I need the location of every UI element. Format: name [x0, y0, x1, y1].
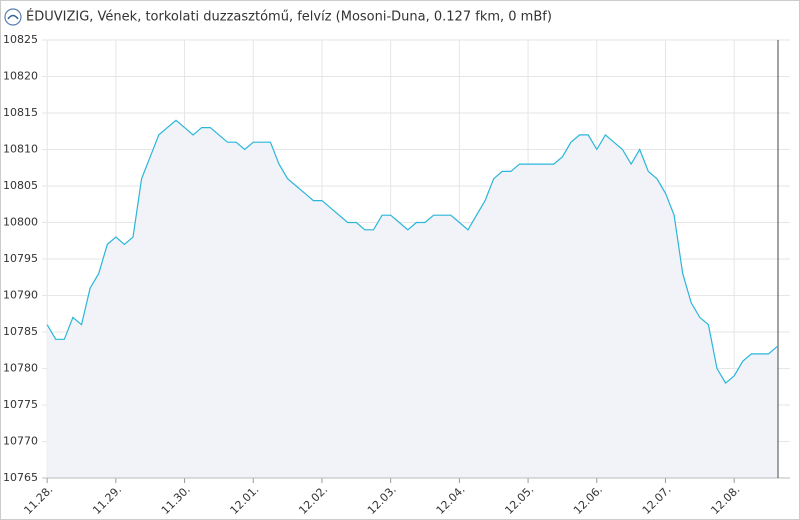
y-tick-label: 10785: [3, 325, 38, 338]
y-tick-label: 10825: [3, 33, 38, 46]
y-tick-label: 10775: [3, 398, 38, 411]
chart-title: ÉDUVIZIG, Vének, torkolati duzzasztómű, …: [26, 9, 552, 25]
y-tick-label: 10795: [3, 252, 38, 265]
line: [46, 119, 778, 385]
y-tick-label: 10800: [3, 216, 38, 229]
logo: [4, 8, 22, 26]
y-tick-label: 10790: [3, 289, 38, 302]
y-tick-label: 10770: [3, 435, 38, 448]
y-tick-label: 10780: [3, 362, 38, 375]
y-tick-label: 10805: [3, 179, 38, 192]
area: [47, 120, 778, 479]
y-tick-label: 10820: [3, 70, 38, 83]
y-tick-label: 10815: [3, 106, 38, 119]
y-tick-label: 10765: [3, 471, 38, 484]
y-tick-label: 10810: [3, 143, 38, 156]
